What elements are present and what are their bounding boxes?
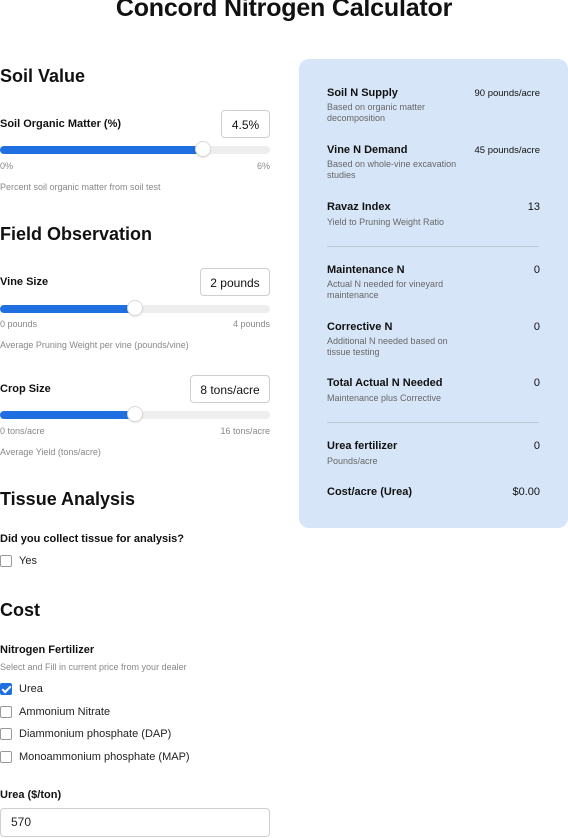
slider-fill: [0, 146, 203, 154]
vine-n-demand-value: 45 pounds/acre: [474, 145, 541, 156]
checkbox-label: Monoammonium phosphate (MAP): [19, 751, 190, 763]
urea-price-input[interactable]: 570: [0, 808, 270, 837]
vine-size-slider[interactable]: [0, 301, 270, 315]
fertilizer-option-map[interactable]: Monoammonium phosphate (MAP): [0, 749, 190, 765]
crop-size-help-text: Average Yield (tons/acre): [0, 447, 101, 457]
corrective-n-value: 0: [533, 321, 540, 333]
urea-price-label: Urea ($/ton): [0, 789, 62, 801]
checkbox[interactable]: [0, 555, 12, 567]
crop-size-label: Crop Size: [0, 383, 51, 395]
vine-size-label: Vine Size: [0, 276, 49, 288]
tissue-yes-option[interactable]: Yes: [0, 553, 37, 569]
checkbox-label: Yes: [19, 555, 37, 567]
soil-organic-matter-value: 4.5%: [221, 110, 270, 138]
slider-max-label: 16 tons/acre: [220, 426, 270, 436]
soil-n-supply-label: Soil N Supply: [327, 87, 398, 99]
maintenance-n-desc: Actual N needed for vineyard maintenance: [327, 279, 444, 300]
maintenance-n-label: Maintenance N: [327, 264, 405, 276]
ravaz-index-desc: Yield to Pruning Weight Ratio: [327, 217, 445, 227]
soil-organic-matter-label: Soil Organic Matter (%): [0, 118, 122, 130]
slider-max-label: 4 pounds: [232, 319, 270, 329]
vine-size-value: 2 pounds: [200, 268, 270, 296]
slider-thumb[interactable]: [128, 301, 142, 315]
cost-per-acre-label: Cost/acre (Urea): [327, 486, 412, 498]
ravaz-index-value: 13: [527, 201, 540, 213]
slider-min-label: 0 pounds: [0, 319, 38, 329]
ravaz-index-label: Ravaz Index: [327, 201, 391, 213]
corrective-n-label: Corrective N: [327, 321, 393, 333]
checkbox[interactable]: [0, 683, 12, 695]
total-n-label: Total Actual N Needed: [327, 377, 443, 389]
fertilizer-option-urea[interactable]: Urea: [0, 681, 43, 697]
urea-fertilizer-label: Urea fertilizer: [327, 440, 398, 452]
cost-per-acre-value: $0.00: [512, 486, 540, 498]
vine-n-demand-desc: Based on whole-vine excavation studies: [327, 159, 457, 180]
slider-thumb[interactable]: [128, 407, 142, 421]
nitrogen-fertilizer-help: Select and Fill in current price from yo…: [0, 662, 187, 672]
slider-fill: [0, 411, 135, 419]
maintenance-n-value: 0: [533, 264, 540, 276]
divider: [327, 246, 539, 247]
fertilizer-option-ammonium-nitrate[interactable]: Ammonium Nitrate: [0, 704, 110, 720]
page-title: Concord Nitrogen Calculator: [115, 0, 453, 22]
slider-min-label: 0 tons/acre: [0, 426, 45, 436]
slider-max-label: 6%: [256, 161, 270, 171]
checkbox-label: Urea: [19, 683, 43, 695]
slider-thumb[interactable]: [195, 142, 210, 156]
section-title-tissue-analysis: Tissue Analysis: [0, 489, 136, 509]
urea-fertilizer-desc: Pounds/acre: [327, 456, 378, 466]
checkbox[interactable]: [0, 728, 12, 740]
slider-min-label: 0%: [0, 161, 14, 171]
checkbox[interactable]: [0, 706, 12, 718]
soil-help-text: Percent soil organic matter from soil te…: [0, 182, 161, 192]
nitrogen-fertilizer-label: Nitrogen Fertilizer: [0, 644, 95, 656]
total-n-desc: Maintenance plus Corrective: [327, 393, 442, 403]
crop-size-slider[interactable]: [0, 407, 270, 421]
soil-organic-matter-slider[interactable]: [0, 142, 270, 156]
checkbox[interactable]: [0, 751, 12, 763]
divider: [327, 422, 539, 423]
vine-n-demand-label: Vine N Demand: [327, 144, 408, 156]
total-n-value: 0: [533, 377, 540, 389]
soil-n-supply-value: 90 pounds/acre: [474, 88, 541, 99]
soil-n-supply-desc: Based on organic matter decomposition: [327, 102, 426, 123]
checkbox-label: Ammonium Nitrate: [19, 706, 111, 718]
section-title-field-observation: Field Observation: [0, 224, 153, 244]
section-title-cost: Cost: [0, 600, 40, 620]
tissue-question: Did you collect tissue for analysis?: [0, 533, 184, 545]
vine-size-help-text: Average Pruning Weight per vine (pounds/…: [0, 340, 189, 350]
checkbox-label: Diammonium phosphate (DAP): [19, 728, 172, 740]
urea-fertilizer-value: 0: [533, 440, 540, 452]
crop-size-value: 8 tons/acre: [190, 375, 270, 403]
fertilizer-option-dap[interactable]: Diammonium phosphate (DAP): [0, 726, 171, 742]
corrective-n-desc: Additional N needed based on tissue test…: [327, 336, 448, 357]
slider-fill: [0, 305, 135, 313]
section-title-soil-value: Soil Value: [0, 66, 86, 86]
results-panel: Soil N Supply 90 pounds/acre Based on or…: [299, 59, 568, 528]
